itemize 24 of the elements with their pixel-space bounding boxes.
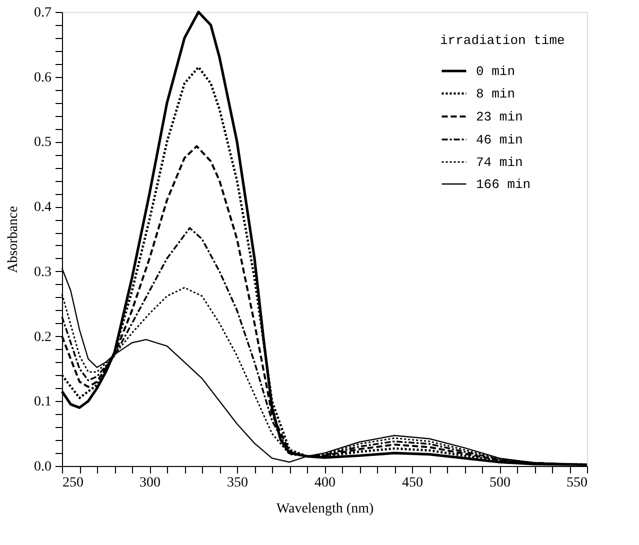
y-tick-label: 0.4: [34, 200, 52, 216]
legend-title: irradiation time: [440, 33, 565, 48]
legend-label: 46 min: [476, 132, 523, 148]
x-axis-title: Wavelength (nm): [276, 502, 374, 516]
y-tick-label: 0.1: [34, 394, 52, 410]
legend-label: 23 min: [476, 110, 523, 124]
legend-label: 166 min: [476, 177, 531, 192]
legend-label: 74 min: [476, 155, 523, 170]
legend-label: 0 min: [476, 64, 516, 79]
legend-label: 8 min: [476, 86, 516, 102]
x-tick-label: 500: [490, 476, 510, 490]
y-tick-label: 0.0: [34, 460, 52, 474]
y-tick-label: 0.7: [34, 6, 52, 20]
y-tick-label: 0.5: [34, 135, 52, 150]
y-axis-title: Absorbance: [6, 206, 21, 273]
y-tick-label: 0.3: [34, 264, 52, 280]
x-tick-label: 450: [402, 476, 423, 490]
x-tick-label: 350: [227, 476, 248, 490]
y-tick-label: 0.6: [34, 70, 52, 86]
y-tick-label: 0.2: [34, 330, 52, 345]
x-tick-label: 250: [62, 476, 84, 490]
x-tick-label: 400: [314, 476, 336, 490]
x-tick-label: 550: [566, 476, 588, 490]
x-tick-label: 300: [140, 476, 160, 490]
